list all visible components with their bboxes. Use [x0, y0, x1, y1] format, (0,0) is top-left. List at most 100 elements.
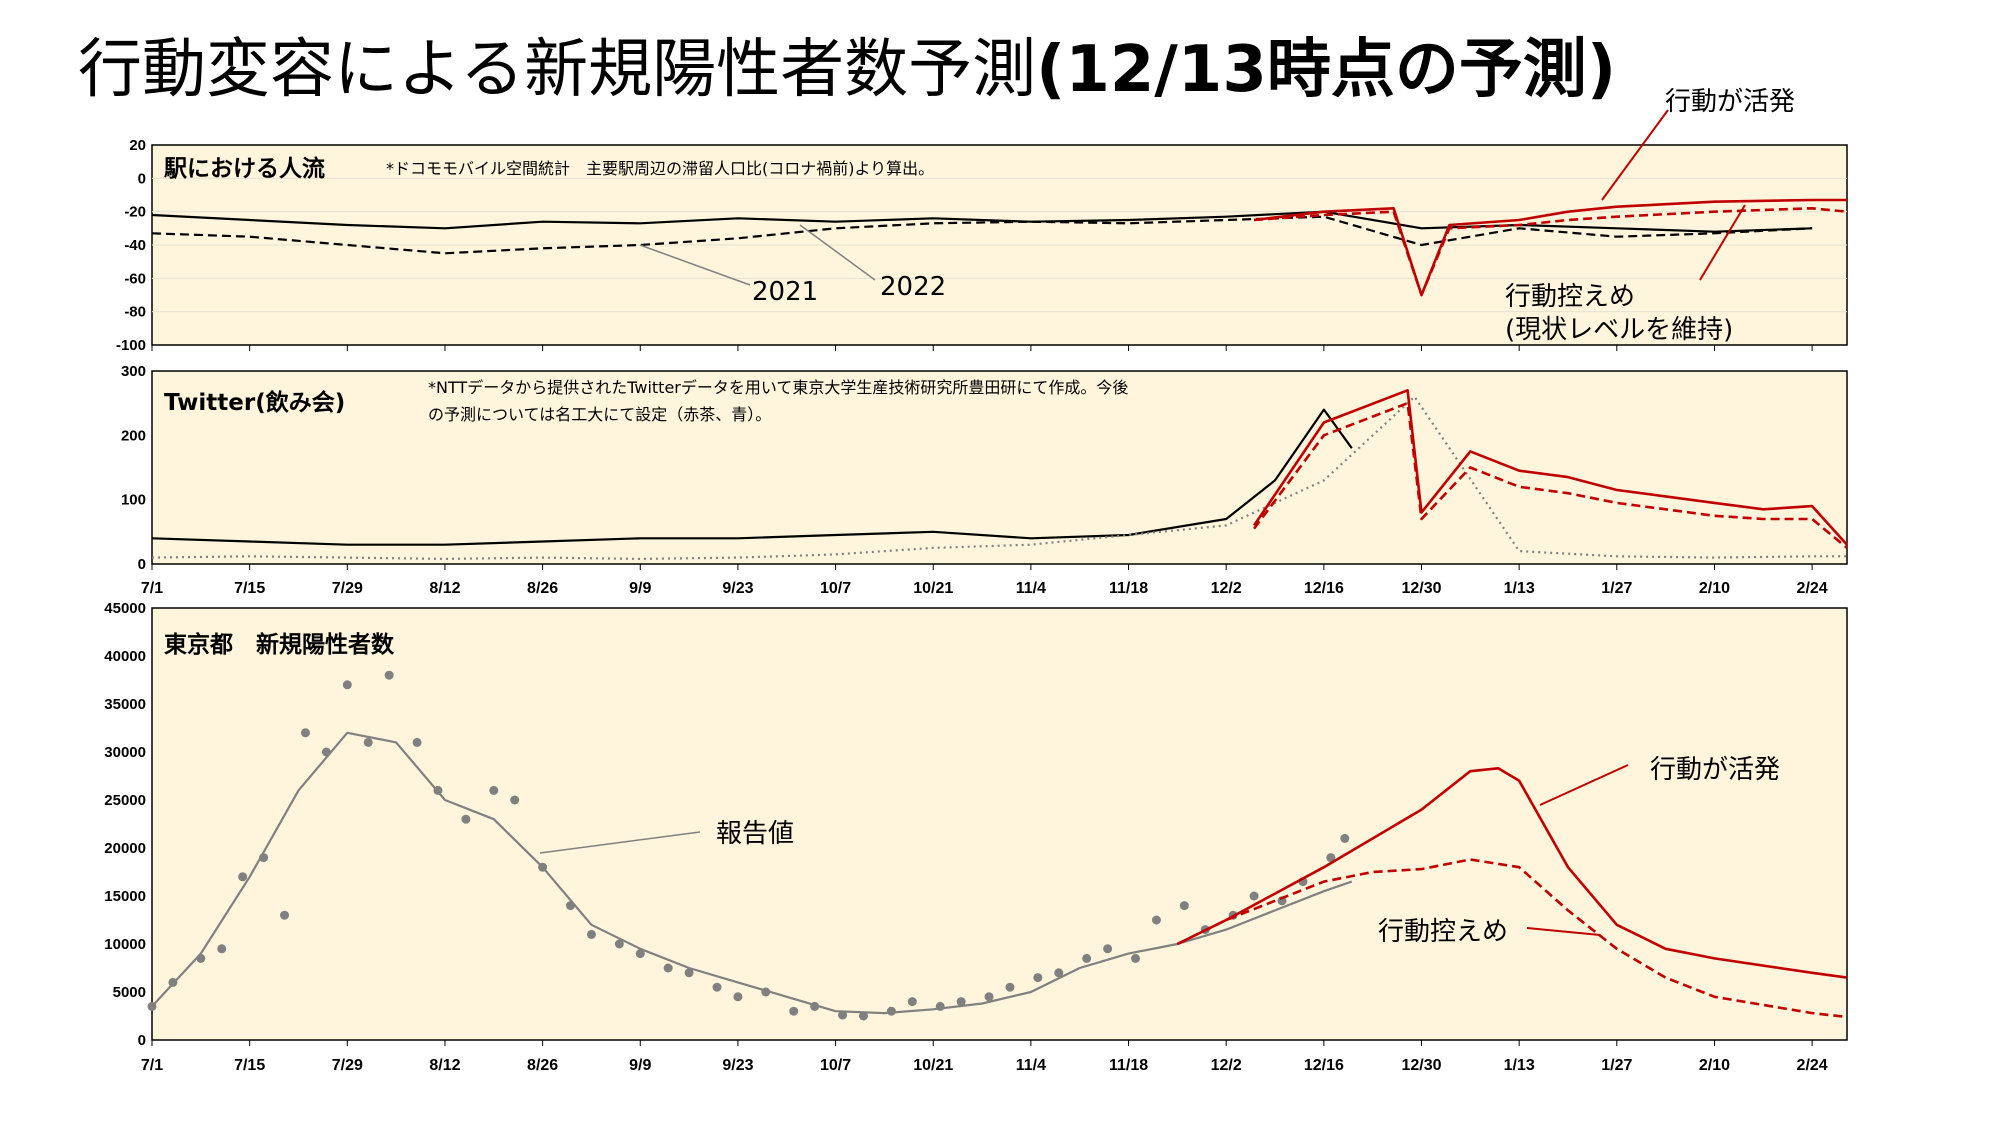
x-tick-label: 7/1 [141, 580, 163, 597]
y-tick-label: 100 [121, 492, 146, 509]
x-tick-label: 11/4 [1016, 1057, 1046, 1074]
x-tick-label: 2/24 [1797, 1057, 1828, 1074]
twitter-note-1: *NTTデータから提供されたTwitterデータを用いて東京大学生産技術研究所豊… [428, 378, 1128, 397]
mobility-title: 駅における人流 [164, 155, 325, 182]
series-line [1176, 858, 1848, 1019]
data-point [1033, 973, 1043, 983]
x-tick-label: 10/7 [820, 1057, 851, 1074]
data-point [1326, 853, 1336, 863]
label-2022-leader [799, 224, 876, 281]
mobility-panel: 20 0 -20 -40 -60 -80 -100 駅における人流 *ドコモモバイル空間統計… [116, 109, 1848, 354]
x-tick-label: 11/4 [1016, 580, 1046, 597]
label-restrained-top: 行動控えめ [1505, 282, 1635, 312]
x-tick-label: 8/12 [429, 580, 460, 597]
data-point [733, 992, 743, 1002]
cases-title: 東京都 新規陽性者数 [164, 631, 395, 658]
y-tick-label: 10000 [104, 936, 146, 953]
data-point [684, 968, 694, 978]
data-point [342, 680, 352, 690]
y-tick-label: 15000 [104, 888, 146, 905]
data-point [217, 944, 227, 954]
label-2021: 2021 [752, 277, 818, 307]
x-tick-label: 10/7 [820, 580, 851, 597]
y-tick-label: 0 [138, 170, 146, 187]
data-point [280, 910, 290, 920]
twitter-title: Twitter(飲み会) [164, 389, 345, 416]
series-line [151, 395, 1847, 561]
y-tick-label: -20 [124, 204, 146, 221]
data-point [956, 997, 966, 1007]
x-tick-label: 8/12 [429, 1057, 460, 1074]
x-tick-label: 2/10 [1699, 1057, 1730, 1074]
x-tick-label: 9/23 [722, 1057, 753, 1074]
series-line [1253, 388, 1848, 546]
y-tick-label: 0 [138, 1032, 146, 1049]
y-tick-label: 20 [129, 137, 146, 154]
x-tick-label: 1/13 [1504, 1057, 1535, 1074]
x-tick-label: 7/15 [234, 580, 265, 597]
x-tick-label: 7/15 [234, 1057, 265, 1074]
label-restrained: 行動控えめ [1378, 917, 1508, 947]
x-tick-label: 12/2 [1211, 1057, 1242, 1074]
label-2021-leader [639, 244, 751, 286]
x-tick-label: 8/26 [527, 1057, 558, 1074]
series-line [1253, 401, 1848, 549]
data-point [858, 1011, 868, 1021]
mobility-note: *ドコモモバイル空間統計 主要駅周辺の滞留人口比(コロナ禍前)より算出。 [386, 159, 934, 178]
x-tick-label: 2/24 [1797, 580, 1828, 597]
label-restrained-top-2: (現状レベルを維持) [1505, 315, 1733, 345]
series-line [1176, 766, 1848, 979]
y-tick-label: 40000 [104, 648, 146, 665]
cases-panel-bg [151, 607, 1848, 1041]
label-2022: 2022 [880, 272, 946, 302]
title-bold: (12/13時点の予測) [1036, 33, 1617, 107]
restrained-leader-top [1699, 204, 1746, 281]
twitter-panel: 300 200 100 0 7/1 7/15 7/29 8/12 8/26 9/9 9/23 10/… [121, 363, 1848, 597]
x-tick-label: 9/9 [629, 1057, 651, 1074]
active-leader [1539, 764, 1629, 806]
y-tick-label: -60 [124, 270, 146, 287]
x-tick-label: 12/30 [1401, 580, 1441, 597]
data-point [489, 785, 499, 795]
y-tick-label: 200 [121, 427, 146, 444]
twitter-note-2: の予測については名工大にて設定（赤茶、青）。 [428, 405, 771, 424]
data-point [363, 737, 373, 747]
x-tick-label: 9/23 [722, 580, 753, 597]
data-point [300, 728, 310, 738]
data-point [1151, 915, 1161, 925]
x-tick-label: 1/27 [1601, 1057, 1632, 1074]
x-tick-label: 12/2 [1211, 580, 1242, 597]
series-line [151, 408, 1353, 546]
data-point [1249, 891, 1259, 901]
x-tick-label: 9/9 [629, 580, 651, 597]
data-point [984, 992, 994, 1002]
data-point [712, 982, 722, 992]
y-tick-label: -40 [124, 237, 146, 254]
data-point [1179, 901, 1189, 911]
x-tick-label: 12/30 [1401, 1057, 1441, 1074]
y-tick-label: -80 [124, 304, 146, 321]
y-tick-label: 30000 [104, 744, 146, 761]
active-leader-top [1601, 109, 1669, 201]
data-point [907, 997, 917, 1007]
twitter-panel-bg [151, 370, 1848, 565]
series-line [151, 215, 1813, 255]
cases-panel: 45000 40000 35000 30000 25000 20000 15000 10000… [104, 600, 1848, 1074]
series-line [1253, 198, 1847, 297]
x-tick-label: 7/29 [332, 1057, 363, 1074]
series-line [151, 210, 1813, 233]
data-point [384, 670, 394, 680]
series-line [1254, 207, 1848, 297]
page-title: 行動変容による新規陽性者数予測(12/13時点の予測) [78, 38, 1616, 102]
y-tick-label: 45000 [104, 600, 146, 617]
series-line [151, 731, 1353, 1015]
data-point [1131, 953, 1141, 963]
x-tick-label: 11/18 [1109, 580, 1148, 597]
x-tick-label: 10/21 [913, 580, 953, 597]
label-active: 行動が活発 [1650, 755, 1780, 785]
corner-active-label: 行動が活発 [1665, 87, 1795, 117]
y-tick-label: -100 [116, 337, 146, 354]
data-point [635, 949, 645, 959]
data-point [838, 1010, 848, 1020]
